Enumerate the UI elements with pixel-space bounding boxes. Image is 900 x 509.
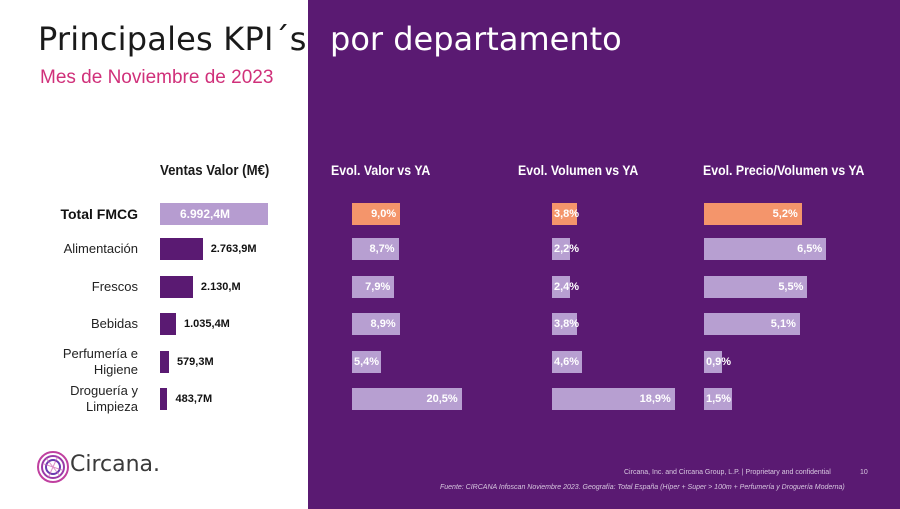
category-label-text: Frescos bbox=[92, 279, 138, 295]
title-part1: Principales KPI´s bbox=[38, 20, 307, 58]
data-label-3-2: 5,5% bbox=[778, 281, 804, 293]
bar-2-4 bbox=[552, 351, 582, 373]
data-label-1-4: 5,4% bbox=[354, 356, 380, 368]
data-label-1-2: 7,9% bbox=[365, 281, 391, 293]
chart-title-evol-volumen: Evol. Volumen vs YA bbox=[518, 162, 639, 178]
data-label-2-1: 2,2% bbox=[554, 243, 580, 255]
bar-ventas-valor bbox=[160, 276, 193, 298]
data-label-2-4: 4,6% bbox=[554, 356, 580, 368]
data-label-2-5: 18,9% bbox=[639, 393, 671, 405]
data-label-ventas-valor: 2.130,M bbox=[200, 281, 241, 293]
data-label-3-3: 5,1% bbox=[770, 318, 796, 330]
data-label-1-5: 20,5% bbox=[426, 393, 458, 405]
data-label-ventas-valor: 1.035,4M bbox=[183, 318, 230, 330]
data-label-1-0: 9,0% bbox=[371, 208, 397, 220]
data-label-1-1: 8,7% bbox=[369, 243, 395, 255]
bar-1-2 bbox=[352, 276, 395, 298]
bar-3-2 bbox=[704, 276, 808, 298]
circana-logo-icon bbox=[37, 451, 69, 483]
category-label-line: Total FMCG bbox=[60, 206, 138, 222]
bar-2-0 bbox=[552, 203, 577, 225]
title-part2: por departamento bbox=[330, 20, 622, 58]
data-label-2-0: 3,8% bbox=[554, 208, 580, 220]
category-label-text: Bebidas bbox=[91, 316, 138, 332]
subtitle: Mes de Noviembre de 2023 bbox=[40, 67, 274, 88]
data-label-ventas-valor: 579,3M bbox=[176, 356, 214, 368]
category-label: Frescos bbox=[30, 279, 138, 295]
bar-2-2 bbox=[552, 276, 570, 298]
data-label-3-5: 1,5% bbox=[706, 393, 732, 405]
chart-title-evol-precio: Evol. Precio/Volumen vs YA bbox=[703, 162, 865, 178]
category-label: Droguería y Limpieza bbox=[30, 383, 138, 415]
bar-1-0 bbox=[352, 203, 401, 225]
bar-ventas-valor bbox=[160, 203, 268, 225]
white-panel bbox=[0, 0, 308, 509]
category-label-line: Bebidas bbox=[91, 316, 138, 331]
category-label-text: Total FMCG bbox=[60, 206, 138, 222]
category-label: Alimentación bbox=[30, 241, 138, 257]
bar-2-3 bbox=[552, 313, 577, 335]
category-label: Total FMCG bbox=[30, 206, 138, 222]
bar-1-5 bbox=[352, 388, 462, 410]
bar-ventas-valor bbox=[160, 313, 176, 335]
category-label-line: Frescos bbox=[91, 279, 138, 294]
category-label-line: Limpieza bbox=[85, 399, 138, 414]
data-label-ventas-valor: 6.992,4M bbox=[180, 207, 231, 221]
category-label: Perfumería e Higiene bbox=[30, 346, 138, 378]
footer-copyright: Circana, Inc. and Circana Group, L.P. | … bbox=[624, 469, 831, 476]
data-label-1-3: 8,9% bbox=[370, 318, 396, 330]
page-number: 10 bbox=[860, 469, 868, 476]
bar-1-3 bbox=[352, 313, 400, 335]
category-label-text: Perfumería e Higiene bbox=[63, 346, 138, 378]
data-label-ventas-valor: 483,7M bbox=[175, 393, 213, 405]
bar-ventas-valor bbox=[160, 238, 203, 260]
category-label-line: Alimentación bbox=[63, 241, 138, 256]
bar-ventas-valor bbox=[160, 351, 169, 373]
bar-3-5 bbox=[704, 388, 733, 410]
bar-2-5 bbox=[552, 388, 675, 410]
category-label-text: Droguería y Limpieza bbox=[70, 383, 138, 415]
bar-1-1 bbox=[352, 238, 399, 260]
circana-logo-text: Circana. bbox=[70, 452, 161, 477]
chart-title-evol-valor: Evol. Valor vs YA bbox=[331, 162, 431, 178]
chart-title-ventas-valor: Ventas Valor (M€) bbox=[160, 162, 270, 179]
data-label-3-0: 5,2% bbox=[772, 208, 798, 220]
bar-3-4 bbox=[704, 351, 722, 373]
category-label-text: Alimentación bbox=[64, 241, 138, 257]
bar-2-1 bbox=[552, 238, 570, 260]
bar-3-3 bbox=[704, 313, 800, 335]
category-label-line: Perfumería e bbox=[62, 346, 138, 361]
bar-3-0 bbox=[704, 203, 802, 225]
data-label-3-4: 0,9% bbox=[706, 356, 732, 368]
data-label-3-1: 6,5% bbox=[797, 243, 823, 255]
data-label-2-3: 3,8% bbox=[554, 318, 580, 330]
footer-source: Fuente: CIRCANA Infoscan Noviembre 2023.… bbox=[440, 484, 845, 491]
bar-1-4 bbox=[352, 351, 381, 373]
data-label-ventas-valor: 2.763,9M bbox=[210, 243, 257, 255]
category-label: Bebidas bbox=[30, 316, 138, 332]
bar-3-1 bbox=[704, 238, 827, 260]
data-label-2-2: 2,4% bbox=[554, 281, 580, 293]
category-label-line: Higiene bbox=[93, 362, 138, 377]
bar-ventas-valor bbox=[160, 388, 168, 410]
category-label-line: Droguería y bbox=[70, 383, 138, 398]
